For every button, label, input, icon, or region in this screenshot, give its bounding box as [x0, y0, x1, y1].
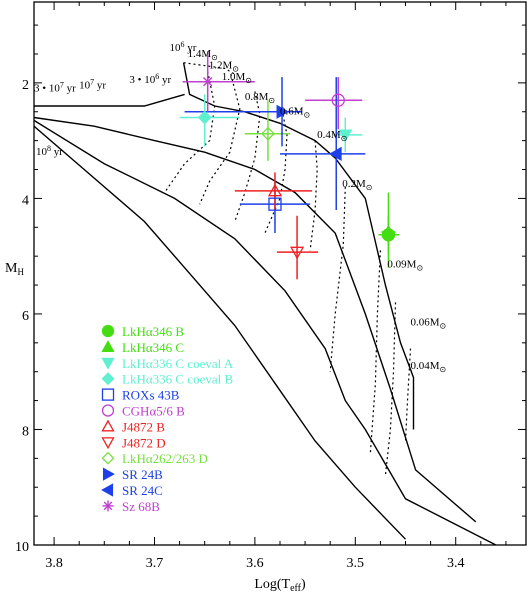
legend-marker [101, 483, 114, 497]
legend-label: J4872 B [122, 419, 165, 434]
mass-track-line [164, 71, 216, 193]
y-tick-label: 6 [22, 309, 29, 324]
isochrone-label: 107 yr [79, 78, 106, 92]
legend-marker [102, 467, 115, 481]
legend-marker [101, 419, 115, 432]
data-point [201, 75, 214, 88]
mass-track-line [384, 302, 397, 476]
mass-label: 0.4M⊙ [317, 129, 347, 143]
legend-label: LkHα346 B [122, 324, 184, 339]
isochrone-label: 3 • 106 yr [129, 72, 171, 86]
data-point [276, 104, 290, 119]
data-point [338, 129, 353, 143]
mass-label: 1.0M⊙ [222, 71, 252, 85]
legend-label: LkHα336 C coeval A [122, 356, 234, 371]
mass-label: 0.2M⊙ [342, 178, 372, 192]
mass-tracks [164, 62, 412, 476]
legend-label: Sz 68B [122, 499, 160, 514]
isochrone-label: 106 yr [170, 40, 197, 54]
y-axis-title: MH [5, 261, 24, 277]
legend-label: J4872 D [122, 435, 166, 450]
x-tick-label: 3.4 [447, 556, 465, 571]
x-tick-label: 3.7 [146, 556, 164, 571]
legend-label: LkHα262/263 D [122, 451, 208, 466]
mass-track-line [234, 91, 261, 222]
isochrone-label: 108 yr [36, 144, 63, 158]
data-point [381, 224, 396, 238]
mass-track-line [329, 186, 346, 372]
data-point [289, 246, 305, 260]
legend-marker [101, 388, 115, 401]
mass-label: 0.04M⊙ [411, 360, 447, 374]
data-point [261, 126, 275, 141]
legend-label: SR 24C [122, 483, 163, 498]
mass-label: 0.6M⊙ [280, 106, 310, 120]
legend-label: ROXs 43B [122, 388, 180, 403]
legend-marker [101, 340, 115, 352]
data-markers [197, 75, 396, 260]
mass-track-line [369, 250, 381, 453]
mass-label: 0.06M⊙ [411, 316, 447, 330]
isochrone-line [33, 125, 407, 540]
data-point [328, 146, 342, 162]
y-tick-label: 2 [22, 78, 29, 93]
x-axis-title: Log(Teff) [254, 577, 306, 594]
mass-label: 0.09M⊙ [387, 259, 423, 273]
mass-track-line [264, 114, 288, 234]
x-tick-label: 3.8 [45, 556, 63, 571]
data-point [268, 197, 282, 211]
legend-marker [101, 451, 115, 465]
legend-marker [101, 404, 115, 417]
mass-label: 1.4M⊙ [188, 48, 218, 62]
mass-label: 0.8M⊙ [245, 91, 275, 105]
asterisk-stroke [103, 501, 113, 511]
x-tick-label: 3.5 [347, 556, 365, 571]
mass-track-line [199, 74, 241, 205]
data-point [197, 110, 212, 125]
legend-label: CGHα5/6 B [122, 404, 185, 419]
data-point [267, 183, 283, 197]
y-tick-label: 10 [15, 540, 29, 555]
legend-marker [101, 324, 115, 338]
isochrone-line [34, 93, 185, 107]
axes: 3.8 3.7 3.6 3.5 3.4 2 4 6 8 10 [15, 2, 526, 571]
data-point [331, 93, 345, 107]
isochrone-line [33, 119, 497, 546]
legend-marker [101, 372, 115, 386]
legend-marker [101, 437, 115, 450]
legend-label: LkHα346 C [122, 340, 184, 355]
y-tick-label: 4 [22, 193, 29, 208]
isochrone-line [33, 116, 477, 523]
mass-track-line [183, 62, 236, 75]
curve-labels: 106 yr 3 • 106 yr 107 yr3 • 107 yr 108 yr 1.… [34, 40, 446, 374]
legend-label: LkHα336 C coeval B [122, 372, 233, 387]
mass-label: 1.2M⊙ [209, 59, 239, 73]
legend-marker [102, 500, 114, 512]
isochrones [33, 62, 497, 546]
legend-label: SR 24B [122, 467, 163, 482]
asterisk-stroke [203, 77, 213, 87]
x-tick-label: 3.6 [246, 556, 264, 571]
y-tick-label: 8 [22, 424, 29, 439]
isochrone-label: 3 • 107 yr [34, 81, 76, 95]
legend-marker [101, 357, 115, 370]
isochrone-line [182, 62, 415, 430]
